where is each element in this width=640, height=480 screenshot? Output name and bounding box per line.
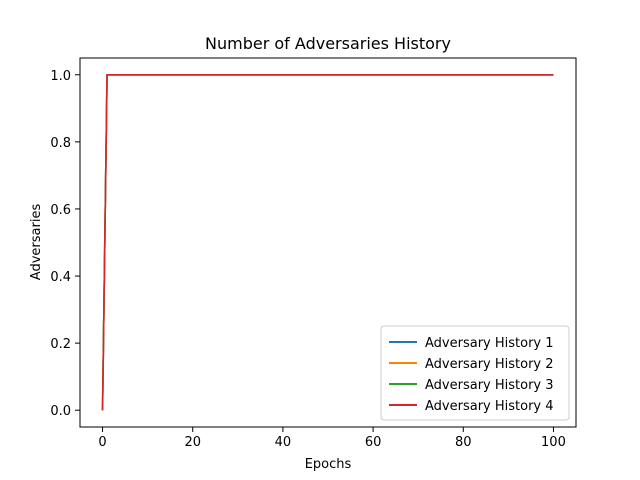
x-tick-label: 20 <box>184 435 201 450</box>
legend-box <box>380 325 570 421</box>
plot-frame <box>79 57 577 428</box>
y-tick-label: 0.4 <box>50 270 71 285</box>
x-tick-label: 80 <box>455 435 472 450</box>
y-tick-label: 0.2 <box>50 337 71 352</box>
x-axis-label: Epochs <box>305 457 352 472</box>
x-tick-label: 40 <box>275 435 292 450</box>
legend-entry-2: Adversary History 2 <box>425 357 554 372</box>
legend-entry-1: Adversary History 1 <box>425 336 554 351</box>
axes-layer: 0 20 40 60 80 100 0.0 0.2 0.4 0.6 0.8 1.0 <box>50 69 566 450</box>
x-tick-label: 100 <box>541 435 566 450</box>
x-tick-label: 0 <box>98 435 106 450</box>
x-tick-label: 60 <box>365 435 382 450</box>
series-layer <box>101 73 554 411</box>
y-tick-label: 0.0 <box>50 404 71 419</box>
legend-entry-3: Adversary History 3 <box>425 378 554 393</box>
y-tick-label: 0.8 <box>50 136 71 151</box>
chart-title: Number of Adversaries History <box>205 34 451 53</box>
legend: Adversary History 1 Adversary History 2 Ad… <box>380 325 570 421</box>
legend-entry-4: Adversary History 4 <box>425 399 554 414</box>
y-tick-label: 1.0 <box>50 69 71 84</box>
y-axis-label: Adversaries <box>29 204 44 281</box>
y-tick-label: 0.6 <box>50 203 71 218</box>
series-line-4 <box>101 73 554 411</box>
